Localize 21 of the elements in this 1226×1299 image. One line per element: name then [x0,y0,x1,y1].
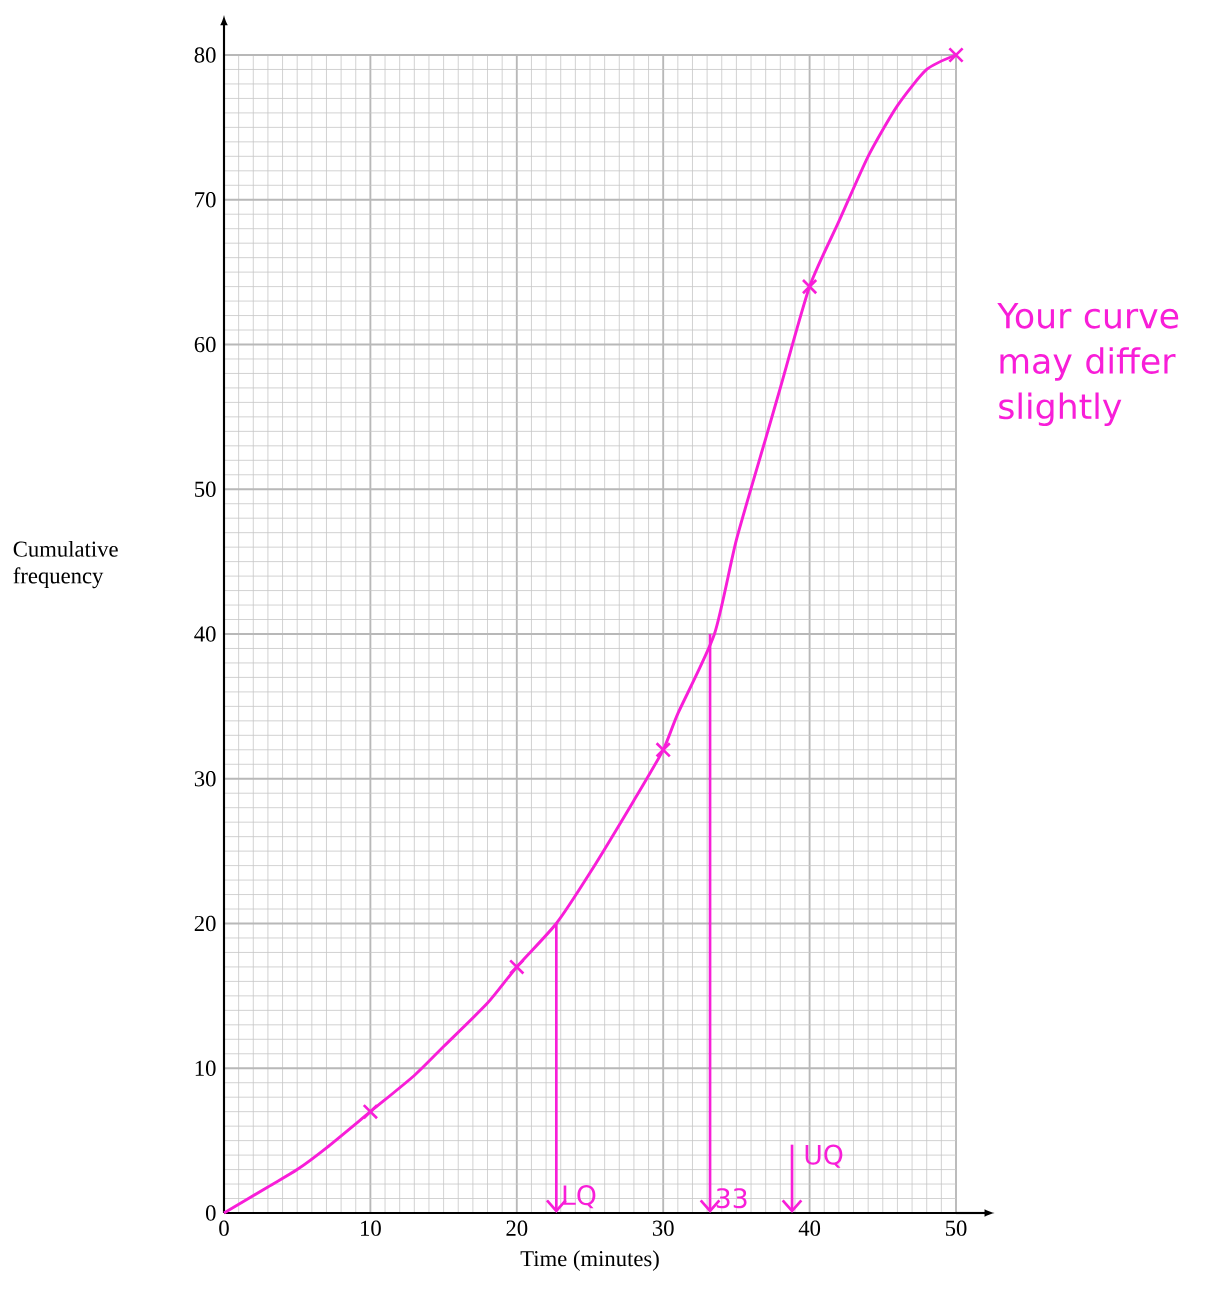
x-axis-title: Time (minutes) [520,1250,659,1271]
annotation: LQ [563,1185,596,1209]
x-tick-label: 50 [945,1220,967,1236]
annotation: 33 [716,1188,747,1209]
y-tick-label: 30 [194,771,216,787]
x-tick-label: 40 [798,1220,821,1236]
x-tick-label: 10 [361,1220,381,1236]
y-tick-label: 60 [194,336,216,353]
y-tick-label: 10 [195,1060,216,1076]
y-tick-label: 40 [194,626,216,642]
x-tick-label: 0 [219,1220,229,1236]
y-tick-label: 20 [194,915,216,932]
y-tick-label: 50 [195,481,216,497]
y-tick-label: 0 [205,1205,216,1221]
x-tick-label: 30 [652,1220,674,1236]
y-axis-title: Cumulative frequency [13,540,118,589]
y-tick-label: 80 [194,47,216,63]
y-tick-label: 70 [195,192,216,208]
annotation: UQ [805,1144,843,1168]
x-tick-label: 20 [506,1220,528,1236]
text: Your curve may differ slightly [997,302,1179,427]
